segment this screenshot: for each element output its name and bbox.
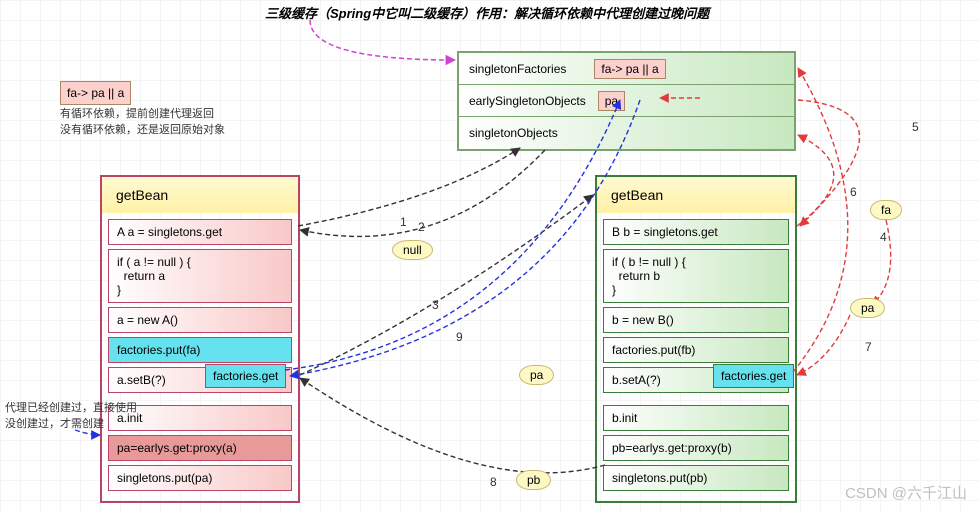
step: pb=earlys.get:proxy(b) — [603, 435, 789, 461]
edge-num: 3 — [432, 298, 439, 312]
cache-table: singletonFactories fa-> pa || a earlySin… — [457, 51, 796, 151]
edge-num: 8 — [490, 475, 497, 489]
step: b.init — [603, 405, 789, 431]
page-title: 三级缓存（Spring中它叫二级缓存）作用：解决循环依赖中代理创建过晚问题 — [265, 3, 709, 22]
edge-num: 5 — [912, 120, 919, 134]
legend-tag: fa-> pa || a — [60, 81, 131, 105]
step: factories.put(fa) — [108, 337, 292, 363]
edge-num: 7 — [865, 340, 872, 354]
legend-line1: 有循环依赖，提前创建代理返回 — [60, 106, 214, 122]
step: a = new A() — [108, 307, 292, 333]
edge-num: 2 — [418, 220, 425, 234]
step: if ( b != null ) { return b } — [603, 249, 789, 303]
side-note-2: 没创建过，才需创建 — [5, 416, 104, 432]
step: b = new B() — [603, 307, 789, 333]
watermark: CSDN @六千江山 — [845, 482, 967, 503]
legend: fa-> pa || a — [60, 81, 131, 105]
panel-header: getBean — [102, 177, 298, 213]
edge-label-pa: pa — [519, 365, 554, 385]
panel-body: B b = singletons.get if ( b != null ) { … — [597, 213, 795, 501]
factories-get-chip-left: factories.get — [205, 364, 286, 388]
edge-label-fa: fa — [870, 200, 902, 220]
edge-num: 9 — [456, 330, 463, 344]
cache-label: earlySingletonObjects — [469, 94, 586, 108]
step-proxy: pa=earlys.get:proxy(a) — [108, 435, 292, 461]
getbean-b-panel: getBean B b = singletons.get if ( b != n… — [595, 175, 797, 503]
factories-get-chip-right: factories.get — [713, 364, 794, 388]
legend-line2: 没有循环依赖，还是返回原始对象 — [60, 122, 225, 138]
cache-row-singletons: singletonObjects — [459, 117, 794, 149]
cache-tag: pa — [598, 91, 625, 111]
step: singletons.put(pa) — [108, 465, 292, 491]
edge-num: 1 — [400, 215, 407, 229]
step: if ( a != null ) { return a } — [108, 249, 292, 303]
edge-num: 6 — [850, 185, 857, 199]
cache-tag: fa-> pa || a — [594, 59, 665, 79]
step: B b = singletons.get — [603, 219, 789, 245]
cache-label: singletonObjects — [469, 126, 558, 140]
panel-body: A a = singletons.get if ( a != null ) { … — [102, 213, 298, 501]
step: singletons.put(pb) — [603, 465, 789, 491]
edge-label-null: null — [392, 240, 433, 260]
step: factories.put(fb) — [603, 337, 789, 363]
cache-row-early: earlySingletonObjects pa — [459, 85, 794, 117]
edge-label-pa2: pa — [850, 298, 885, 318]
step: A a = singletons.get — [108, 219, 292, 245]
cache-label: singletonFactories — [469, 62, 566, 76]
getbean-a-panel: getBean A a = singletons.get if ( a != n… — [100, 175, 300, 503]
panel-header: getBean — [597, 177, 795, 213]
edge-label-pb: pb — [516, 470, 551, 490]
cache-row-factories: singletonFactories fa-> pa || a — [459, 53, 794, 85]
side-note-1: 代理已经创建过，直接使用 — [5, 400, 137, 416]
edge-num: 4 — [880, 230, 887, 244]
